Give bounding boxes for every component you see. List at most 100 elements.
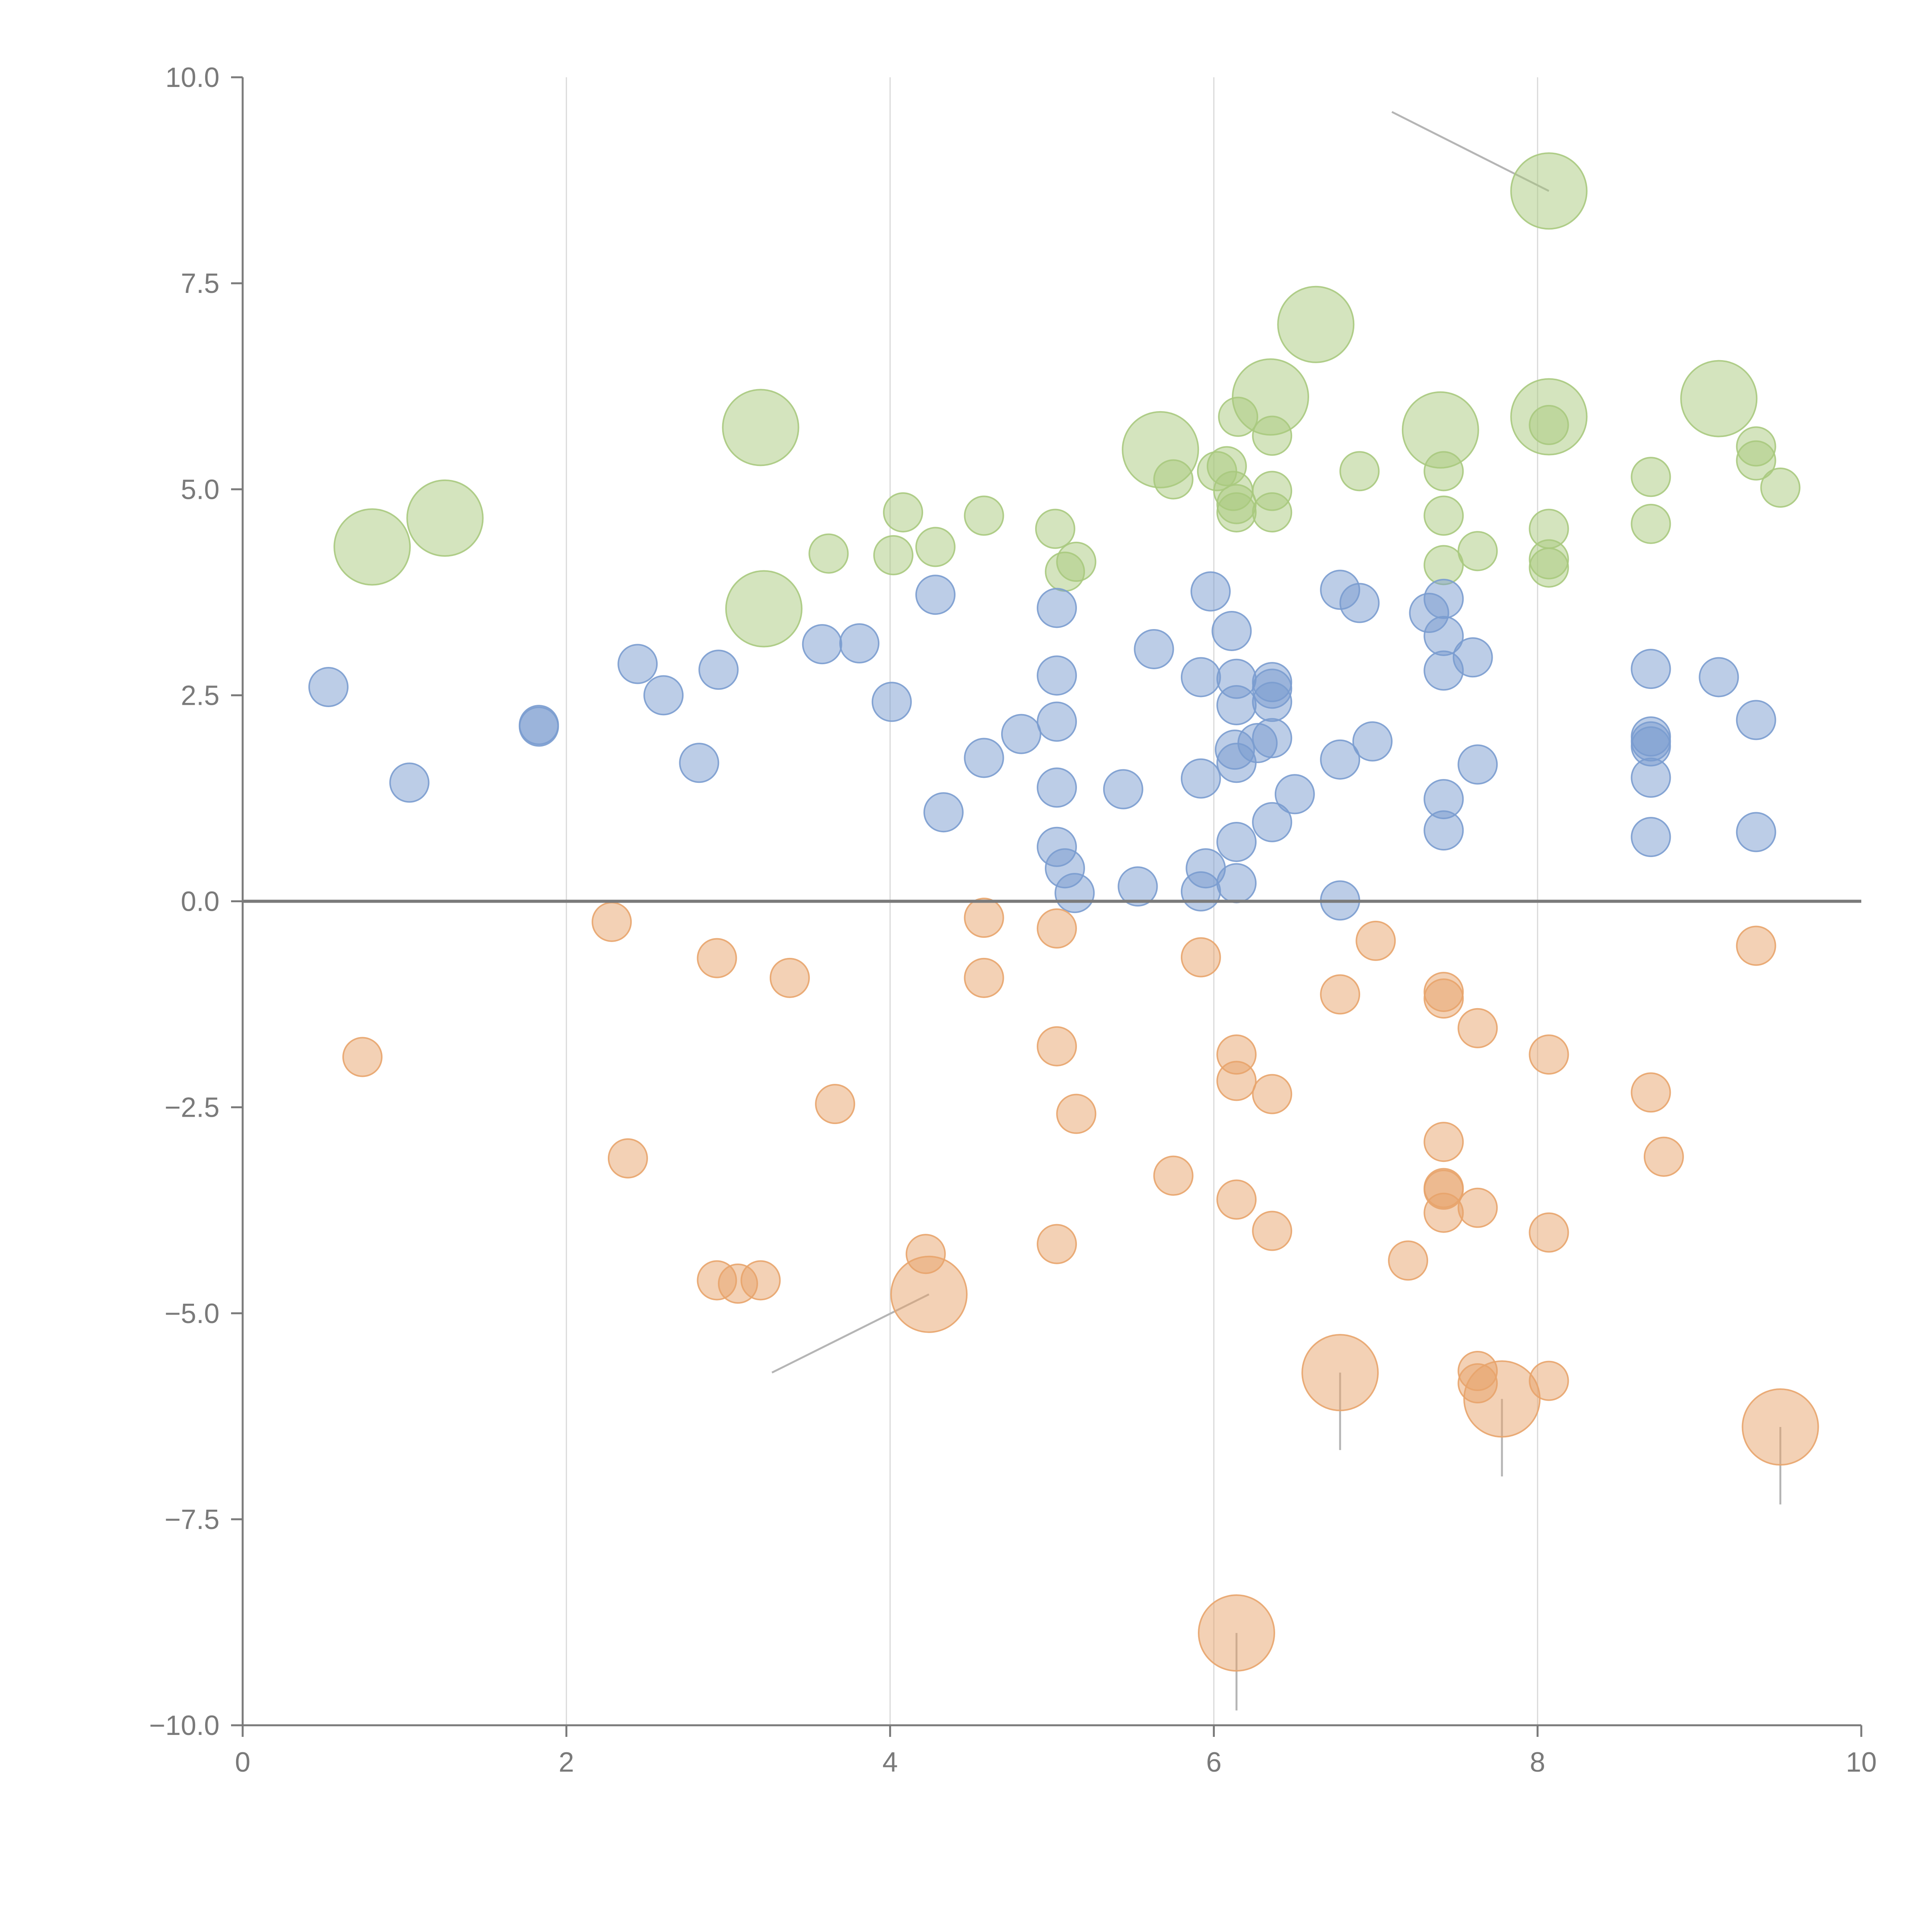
point-orange: [592, 901, 632, 942]
point-blue: [1423, 578, 1464, 619]
point-blue: [1631, 757, 1671, 798]
x-tick-label: 2: [559, 1747, 574, 1778]
point-orange: [1458, 1187, 1498, 1228]
point-blue: [1458, 744, 1498, 785]
point-green: [1510, 152, 1588, 230]
point-green: [333, 508, 411, 586]
point-blue: [1134, 629, 1174, 669]
y-tick-label: 0.0: [181, 886, 219, 917]
point-orange: [1463, 1360, 1541, 1438]
point-green: [722, 389, 799, 466]
x-tick-label: 0: [235, 1747, 250, 1778]
point-orange: [1631, 1072, 1671, 1113]
point-blue: [1037, 655, 1077, 696]
point-green: [1423, 495, 1464, 536]
point-blue: [1252, 718, 1293, 759]
point-blue: [1103, 769, 1143, 810]
point-orange: [815, 1084, 855, 1124]
point-blue: [389, 762, 430, 803]
point-blue: [1339, 583, 1380, 623]
y-tick-label: −7.5: [165, 1504, 219, 1535]
point-blue: [1190, 571, 1231, 612]
point-orange: [1423, 978, 1464, 1019]
point-green: [1423, 451, 1464, 492]
point-orange: [1056, 1094, 1097, 1134]
series-blue: [308, 570, 1776, 921]
point-orange: [1252, 1211, 1293, 1251]
point-green: [1631, 457, 1671, 497]
point-green: [406, 479, 484, 557]
point-blue: [839, 623, 880, 664]
point-green: [1736, 440, 1776, 481]
point-blue: [1054, 873, 1095, 913]
point-orange: [1037, 1224, 1077, 1264]
point-orange: [740, 1260, 781, 1301]
series-green: [333, 152, 1801, 648]
y-tick-label: 5.0: [181, 474, 219, 505]
point-orange: [1529, 1212, 1569, 1253]
point-green: [1529, 405, 1569, 445]
point-green: [808, 533, 849, 574]
point-green: [873, 535, 913, 575]
data-points: [308, 152, 1819, 1672]
point-blue: [1320, 739, 1361, 780]
point-blue: [1216, 685, 1257, 725]
point-green: [1056, 541, 1097, 582]
y-tick-label: −2.5: [165, 1092, 219, 1123]
point-blue: [1211, 611, 1252, 651]
point-orange: [342, 1037, 383, 1077]
point-blue: [802, 624, 842, 665]
point-green: [1423, 545, 1464, 585]
point-orange: [964, 898, 1004, 938]
point-blue: [1216, 821, 1257, 862]
point-green: [725, 570, 803, 648]
point-green: [915, 527, 956, 567]
point-orange: [890, 1255, 968, 1333]
point-green: [1277, 286, 1355, 363]
point-blue: [643, 675, 684, 716]
point-green: [883, 492, 923, 532]
point-orange: [1423, 1192, 1464, 1233]
point-green: [1252, 492, 1293, 532]
point-blue: [1631, 649, 1671, 689]
point-orange: [1355, 920, 1396, 961]
point-blue: [698, 650, 739, 690]
point-orange: [1423, 1122, 1464, 1162]
point-green: [1035, 509, 1075, 549]
x-tick-label: 4: [883, 1747, 898, 1778]
x-tick-label: 10: [1846, 1747, 1877, 1778]
x-axis-ticks: 0 2 4 6 8 10: [235, 1725, 1877, 1778]
point-blue: [617, 644, 658, 684]
point-blue: [1037, 588, 1077, 628]
point-green: [1680, 360, 1758, 437]
point-blue: [1037, 701, 1077, 742]
point-blue: [519, 706, 559, 747]
axes: [242, 77, 1861, 1726]
point-orange: [1198, 1594, 1276, 1672]
point-orange: [1216, 1061, 1257, 1101]
point-blue: [871, 682, 912, 722]
point-orange: [1252, 1074, 1293, 1114]
point-orange: [1643, 1136, 1684, 1177]
y-axis-ticks: 10.0 7.5 5.0 2.5 0.0 −2.5 −5.0 −7.5 −10.0: [149, 62, 243, 1741]
point-blue: [1252, 682, 1293, 722]
point-blue: [1117, 866, 1158, 907]
y-tick-label: 2.5: [181, 680, 219, 711]
point-orange: [1736, 925, 1776, 966]
point-green: [1760, 467, 1801, 508]
point-orange: [697, 938, 737, 978]
point-blue: [923, 792, 964, 833]
point-blue: [1352, 721, 1393, 762]
y-tick-label: −5.0: [165, 1298, 219, 1329]
point-orange: [1180, 937, 1221, 978]
x-tick-label: 6: [1206, 1747, 1221, 1778]
point-orange: [607, 1138, 648, 1179]
point-blue: [1216, 863, 1257, 903]
point-blue: [1037, 767, 1077, 808]
point-green: [1339, 451, 1380, 492]
point-blue: [1699, 657, 1739, 697]
point-orange: [1037, 908, 1077, 949]
y-tick-label: 7.5: [181, 268, 219, 299]
point-orange: [1320, 974, 1361, 1015]
